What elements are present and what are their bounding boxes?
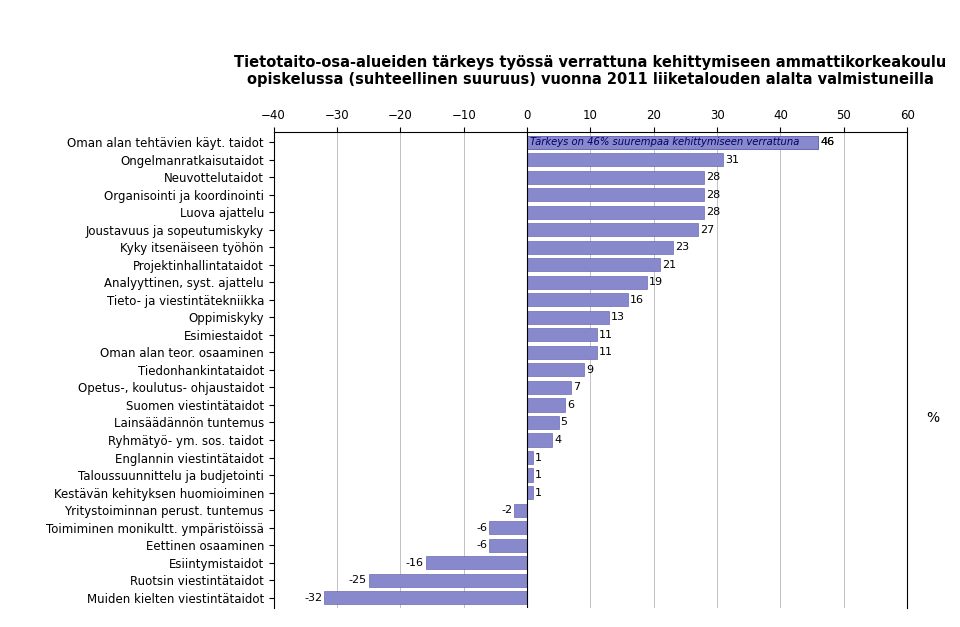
Text: 7: 7 xyxy=(573,382,581,393)
Text: 1: 1 xyxy=(536,470,542,480)
Text: 11: 11 xyxy=(599,330,612,340)
Text: Tärkeys on 46% suurempaa kehittymiseen verrattuna: Tärkeys on 46% suurempaa kehittymiseen v… xyxy=(530,137,800,147)
Bar xyxy=(527,364,584,376)
Text: %: % xyxy=(926,411,939,425)
Bar xyxy=(527,381,571,394)
Bar xyxy=(527,223,698,236)
Bar xyxy=(527,346,597,359)
Title: Tietotaito-osa-alueiden tärkeys työssä verrattuna kehittymiseen ammattikorkeakou: Tietotaito-osa-alueiden tärkeys työssä v… xyxy=(234,55,947,87)
Bar xyxy=(515,503,527,517)
Bar xyxy=(527,135,819,149)
Text: 27: 27 xyxy=(700,224,714,234)
Text: 28: 28 xyxy=(707,190,721,200)
Text: 21: 21 xyxy=(662,260,676,270)
Text: -6: -6 xyxy=(476,540,487,550)
Bar xyxy=(527,241,673,254)
Text: -16: -16 xyxy=(406,557,423,567)
Bar xyxy=(527,451,534,464)
Text: 28: 28 xyxy=(707,172,721,182)
Text: 19: 19 xyxy=(649,277,663,287)
Text: 13: 13 xyxy=(612,312,625,322)
Bar xyxy=(527,206,705,219)
Bar xyxy=(527,153,724,166)
Bar xyxy=(527,416,559,429)
Text: 46: 46 xyxy=(821,137,834,147)
Bar xyxy=(527,486,534,499)
Text: 9: 9 xyxy=(586,365,593,375)
Text: -2: -2 xyxy=(501,505,513,515)
Text: 31: 31 xyxy=(726,155,739,165)
Text: 1: 1 xyxy=(536,488,542,498)
Text: 23: 23 xyxy=(675,242,688,252)
Text: 11: 11 xyxy=(599,347,612,357)
Bar xyxy=(527,293,629,307)
Bar xyxy=(527,276,647,289)
Text: -32: -32 xyxy=(304,593,323,603)
Bar xyxy=(527,188,705,201)
Bar xyxy=(527,398,565,411)
Bar xyxy=(369,574,527,587)
Text: 1: 1 xyxy=(536,453,542,463)
Text: 28: 28 xyxy=(707,208,721,218)
Bar xyxy=(527,468,534,482)
Text: 6: 6 xyxy=(567,400,574,410)
Bar xyxy=(527,171,705,184)
Bar xyxy=(527,311,610,324)
Text: 5: 5 xyxy=(561,418,567,428)
Text: 4: 4 xyxy=(554,435,562,445)
Bar xyxy=(527,329,597,342)
Text: 46: 46 xyxy=(821,137,834,147)
Bar xyxy=(489,539,527,552)
Text: -6: -6 xyxy=(476,522,487,532)
Bar xyxy=(527,433,552,446)
Bar xyxy=(489,521,527,534)
Bar xyxy=(527,135,819,149)
Bar xyxy=(324,591,527,604)
Bar xyxy=(425,556,527,569)
Text: -25: -25 xyxy=(348,575,367,585)
Bar xyxy=(527,258,660,271)
Text: 16: 16 xyxy=(631,295,644,305)
